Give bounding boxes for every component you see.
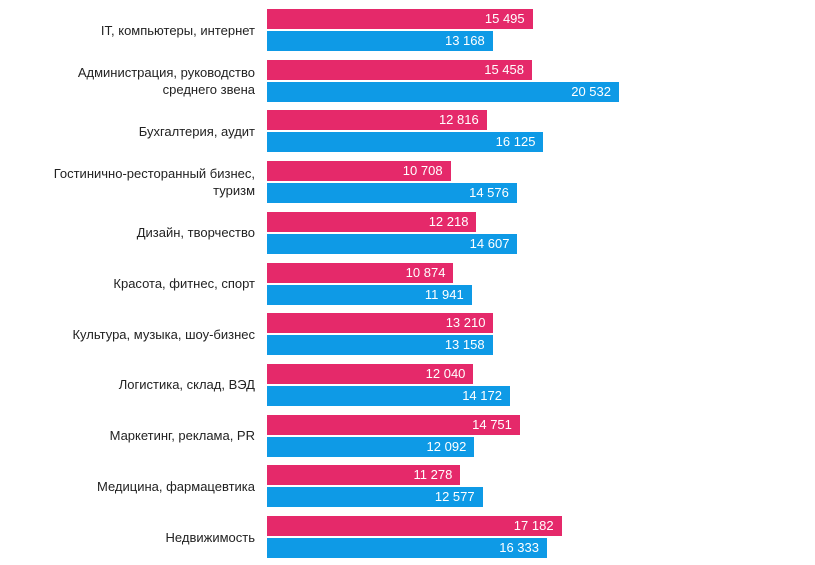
category-label: Красота, фитнес, спорт [113, 276, 255, 291]
value-label: 10 874 [405, 264, 446, 280]
bar [267, 538, 547, 558]
category-label: Культура, музыка, шоу-бизнес [72, 326, 255, 342]
bar [267, 414, 520, 435]
value-label: 16 333 [499, 540, 539, 555]
category-label: Администрация, руководство среднего звен… [77, 64, 255, 97]
value-label: 15 495 [484, 11, 525, 26]
bar [267, 436, 475, 457]
value-label: 13 158 [444, 337, 485, 353]
category-label: Дизайн, творчество [136, 225, 255, 241]
bar [267, 161, 451, 182]
bar [267, 211, 477, 232]
bar [267, 233, 518, 254]
value-label: 13 210 [445, 315, 486, 331]
value-label: 10 708 [402, 163, 443, 179]
bar [267, 313, 494, 334]
bar [267, 284, 472, 305]
category-label: Логистика, склад, ВЭД [118, 377, 255, 393]
category-label: IT, компьютеры, интернет [100, 22, 255, 38]
value-label: 11 941 [424, 286, 464, 302]
value-label: 14 576 [469, 185, 509, 201]
value-label: 17 182 [513, 518, 554, 533]
value-label: 20 532 [571, 83, 611, 99]
bar [267, 31, 493, 51]
category-label: Бухгалтерия, аудит [138, 123, 255, 139]
bar [267, 335, 493, 356]
bar [267, 59, 532, 80]
bar [267, 183, 517, 204]
value-label: 12 092 [426, 438, 467, 454]
bar [267, 465, 461, 486]
bar [267, 81, 619, 102]
category-label: Недвижимость [165, 529, 255, 545]
value-label: 16 125 [495, 134, 536, 150]
bar [267, 132, 544, 153]
value-label: 11 278 [413, 467, 453, 483]
value-label: 13 168 [444, 33, 485, 48]
value-label: 12 218 [428, 213, 469, 229]
bar [267, 487, 483, 508]
bar [267, 9, 533, 29]
bar [267, 363, 474, 384]
value-label: 14 172 [462, 387, 502, 403]
bar [267, 262, 454, 283]
value-label: 12 816 [438, 112, 479, 128]
bar [267, 385, 510, 406]
value-label: 14 607 [469, 235, 510, 251]
category-label: Гостинично-ресторанный бизнес, туризм [53, 166, 255, 199]
value-label: 15 458 [484, 61, 524, 77]
bar [267, 516, 562, 536]
value-label: 12 577 [434, 489, 475, 505]
category-label: Медицина, фармацевтика [97, 478, 255, 494]
value-label: 12 040 [425, 365, 466, 381]
category-label: Маркетинг, реклама, PR [109, 428, 255, 444]
bar [267, 110, 487, 131]
value-label: 14 751 [472, 416, 512, 432]
